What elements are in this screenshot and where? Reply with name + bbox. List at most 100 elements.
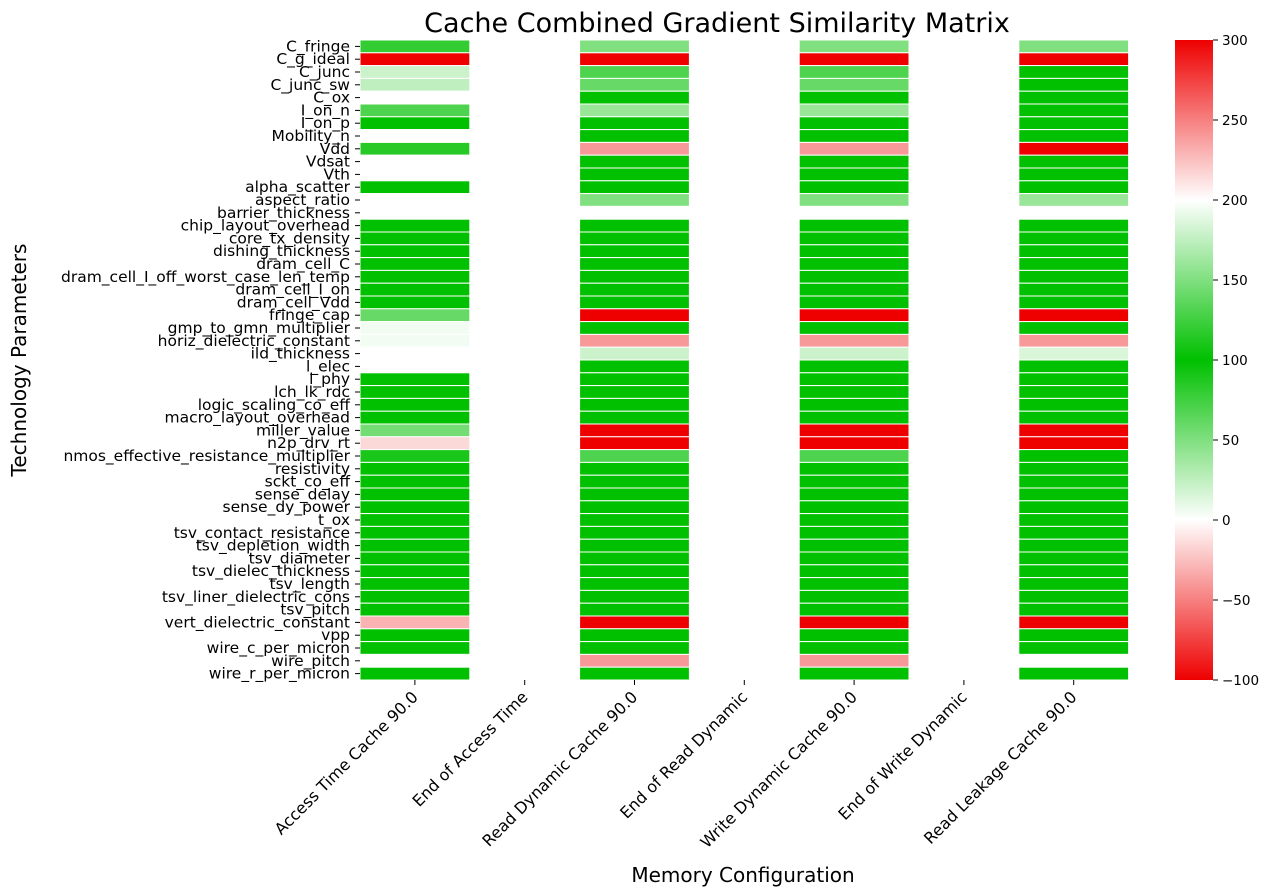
heatmap-cell (359, 180, 471, 195)
heatmap-cell (359, 474, 471, 489)
heatmap-cell (359, 218, 471, 233)
heatmap-cell (798, 193, 910, 207)
heatmap-cell (1018, 500, 1130, 515)
row-label: wire_r_per_micron (209, 665, 350, 684)
heatmap-cell (1018, 282, 1130, 297)
heatmap-cell (1018, 615, 1130, 630)
row-label: tsv_length (270, 575, 350, 594)
heatmap-cell (798, 487, 910, 502)
heatmap-cell (579, 333, 690, 348)
heatmap-cell (359, 39, 471, 54)
row-label: tsv_diameter (249, 549, 351, 568)
row-label: macro_layout_overhead (165, 409, 351, 428)
heatmap-cell (579, 346, 690, 361)
row-label: lch_lk_rdc (274, 383, 350, 402)
heatmap-cell (359, 525, 471, 540)
colorbar-tick-label: 200 (1222, 193, 1248, 209)
row-label: Vth (323, 165, 350, 183)
row-label: tsv_depletion_width (196, 537, 350, 556)
heatmap-cell (359, 589, 471, 604)
heatmap-cell (798, 65, 910, 79)
row-label: Vdd (320, 140, 350, 158)
heatmap-cell (798, 577, 910, 591)
heatmap-cell (359, 231, 471, 246)
heatmap-cell (798, 615, 910, 630)
heatmap-cell (359, 641, 471, 655)
heatmap-cell (579, 513, 690, 527)
heatmap-cell (579, 154, 690, 169)
heatmap-cell (359, 372, 471, 387)
heatmap-cell (798, 423, 910, 438)
heatmap-cell (359, 423, 471, 438)
heatmap-cell (798, 116, 910, 131)
heatmap-cell (579, 551, 690, 566)
heatmap-cell (798, 538, 910, 553)
heatmap-cell (1018, 90, 1130, 105)
heatmap-cell (798, 39, 910, 54)
heatmap-cell (1018, 410, 1130, 425)
heatmap-cell (798, 666, 910, 681)
row-label: I_on_n (301, 101, 350, 120)
heatmap-cell (359, 154, 471, 169)
heatmap-cell (798, 218, 910, 233)
row-label: resistivity (275, 460, 350, 478)
heatmap-cell (1018, 436, 1130, 451)
row-label: gmp_to_gmn_multiplier (168, 319, 351, 338)
heatmap-cell (1018, 487, 1130, 502)
heatmap-cell (1018, 551, 1130, 566)
heatmap-cell (1018, 205, 1130, 220)
colorbar-tick-label: 150 (1222, 273, 1248, 289)
heatmap-cell (1018, 39, 1130, 54)
row-label: wire_c_per_micron (207, 639, 350, 658)
heatmap-cell (1018, 154, 1130, 169)
heatmap-cell (359, 628, 471, 643)
heatmap-cell (359, 653, 471, 668)
heatmap-cell (1018, 193, 1130, 207)
row-label: tsv_dielec_thickness (192, 562, 350, 581)
heatmap-cell (798, 154, 910, 169)
heatmap-cell (798, 52, 910, 67)
heatmap-cell (798, 641, 910, 655)
heatmap-cell (579, 423, 690, 438)
heatmap-cell (359, 615, 471, 630)
heatmap-cell (359, 333, 471, 348)
row-label: Vdsat (306, 153, 350, 171)
row-label: fringe_cap (269, 306, 350, 325)
heatmap-cell (798, 628, 910, 643)
chart-title: Cache Combined Gradient Similarity Matri… (424, 8, 1010, 39)
heatmap-cell (1018, 385, 1130, 399)
heatmap-cell (359, 308, 471, 323)
heatmap-cell (1018, 103, 1130, 118)
heatmap-cell (359, 487, 471, 502)
row-label: t_ox (318, 511, 350, 530)
heatmap-cell (798, 551, 910, 566)
row-label: l_elec (306, 357, 350, 376)
heatmap-cell (359, 513, 471, 527)
heatmap-cell (579, 52, 690, 67)
row-label: tsv_pitch (280, 601, 350, 620)
heatmap-cell (798, 385, 910, 399)
heatmap-cell (1018, 180, 1130, 195)
heatmap-cell (579, 589, 690, 604)
heatmap-cell (1018, 577, 1130, 591)
heatmap-cell (798, 436, 910, 451)
heatmap-cell (579, 103, 690, 118)
heatmap-cell (359, 77, 471, 92)
heatmap-cell (579, 231, 690, 246)
heatmap-cell (798, 500, 910, 515)
row-label: C_ox (313, 89, 350, 108)
column-label: End of Read Dynamic (616, 687, 751, 822)
heatmap-cell (798, 346, 910, 361)
heatmap-cell (798, 513, 910, 527)
heatmap-cell (579, 129, 690, 143)
row-label: sckt_co_eff (265, 473, 351, 492)
heatmap-cell (1018, 589, 1130, 604)
heatmap-cell (1018, 525, 1130, 540)
heatmap-cell (1018, 372, 1130, 387)
heatmap-cell (1018, 218, 1130, 233)
heatmap-cell (1018, 653, 1130, 668)
heatmap-cell (798, 333, 910, 348)
row-label: tsv_contact_resistance (174, 524, 350, 543)
